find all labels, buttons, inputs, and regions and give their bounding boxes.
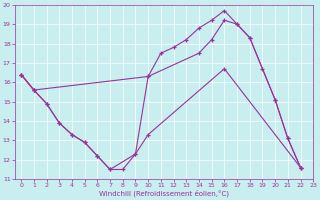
X-axis label: Windchill (Refroidissement éolien,°C): Windchill (Refroidissement éolien,°C) [99, 190, 229, 197]
